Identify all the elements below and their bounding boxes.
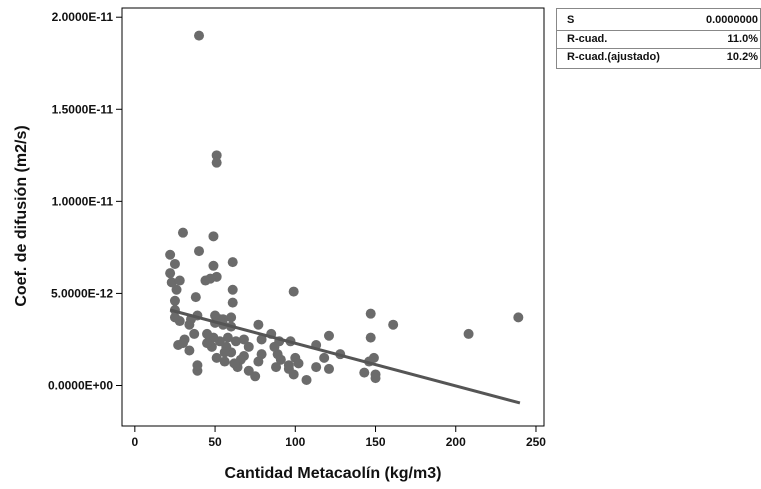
stats-label: R-cuad.	[567, 33, 608, 45]
data-point	[388, 319, 399, 330]
data-point	[165, 249, 176, 260]
stats-row-rsq-adj: R-cuad.(ajustado) 10.2%	[557, 48, 760, 67]
data-point	[174, 275, 185, 286]
y-tick-label: 2.0000E-11	[52, 10, 114, 24]
data-point	[210, 310, 221, 321]
x-tick-label: 0	[131, 435, 138, 449]
data-point	[194, 246, 205, 257]
y-tick-label: 5.0000E-12	[51, 286, 113, 300]
x-tick-label: 50	[208, 435, 222, 449]
data-point	[208, 260, 219, 271]
data-point	[275, 354, 286, 365]
data-point	[189, 328, 200, 339]
data-point	[230, 336, 241, 347]
data-point	[166, 277, 177, 288]
data-point	[271, 362, 282, 373]
data-point	[283, 360, 294, 371]
y-axis: 0.0000E+00 5.0000E-12 1.0000E-11 1.5000E-11…	[48, 10, 122, 392]
data-point	[370, 373, 381, 384]
x-tick-label: 150	[366, 435, 386, 449]
stats-value: 11.0%	[727, 33, 758, 45]
x-tick-label: 200	[446, 435, 466, 449]
data-point	[173, 339, 184, 350]
y-tick-label: 1.0000E-11	[52, 194, 114, 208]
statistics-table: S 0.0000000 R-cuad. 11.0% R-cuad.(ajusta…	[556, 8, 761, 69]
plot-area-frame	[121, 7, 545, 427]
data-point	[243, 341, 254, 352]
data-point	[184, 319, 195, 330]
stats-row-rsq: R-cuad. 11.0%	[557, 30, 760, 49]
regression-line	[169, 308, 521, 405]
data-point	[365, 332, 376, 343]
data-point	[253, 319, 264, 330]
data-point	[238, 334, 249, 345]
data-point	[226, 312, 237, 323]
data-point	[293, 358, 304, 369]
data-point	[319, 352, 330, 363]
data-point	[171, 284, 182, 295]
data-point	[190, 292, 201, 303]
data-point	[513, 312, 524, 323]
data-point	[194, 30, 205, 41]
data-point	[169, 295, 180, 306]
data-point	[301, 374, 312, 385]
stats-label: R-cuad.(ajustado)	[567, 51, 660, 63]
y-tick-label: 1.5000E-11	[52, 102, 114, 116]
data-point	[184, 345, 195, 356]
data-point	[323, 363, 334, 374]
data-point	[200, 275, 211, 286]
data-point	[169, 258, 180, 269]
data-point	[359, 367, 370, 378]
data-point	[229, 358, 240, 369]
y-axis-title: Coef. de difusión (m2/s)	[13, 125, 30, 306]
data-point	[311, 362, 322, 373]
data-point	[165, 268, 176, 279]
data-points	[165, 30, 524, 385]
x-tick-label: 250	[526, 435, 546, 449]
data-point	[288, 369, 299, 380]
data-point	[227, 284, 238, 295]
x-axis: 0 50 100 150 200 250	[131, 426, 546, 449]
data-point	[211, 352, 222, 363]
data-point	[219, 356, 230, 367]
data-point	[288, 286, 299, 297]
data-point	[202, 338, 213, 349]
stats-row-s: S 0.0000000	[557, 12, 760, 30]
data-point	[177, 227, 188, 238]
data-point	[243, 365, 254, 376]
data-point	[227, 257, 238, 268]
data-point	[463, 328, 474, 339]
stats-value: 10.2%	[726, 51, 758, 63]
data-point	[269, 341, 280, 352]
x-tick-label: 100	[285, 435, 305, 449]
data-point	[169, 312, 180, 323]
data-point	[202, 328, 213, 339]
data-point	[227, 297, 238, 308]
stats-label: S	[567, 14, 575, 26]
data-point	[222, 332, 233, 343]
data-point	[365, 308, 376, 319]
x-axis-title: Cantidad Metacaolín (kg/m3)	[225, 465, 442, 482]
y-tick-label: 0.0000E+00	[48, 378, 113, 392]
data-point	[323, 330, 334, 341]
data-point	[256, 334, 267, 345]
data-point	[208, 231, 219, 242]
data-point	[211, 150, 222, 161]
stats-value: 0.0000000	[706, 14, 758, 26]
data-point	[192, 360, 203, 371]
data-point	[253, 356, 264, 367]
data-point	[211, 157, 222, 168]
data-point	[219, 347, 230, 358]
